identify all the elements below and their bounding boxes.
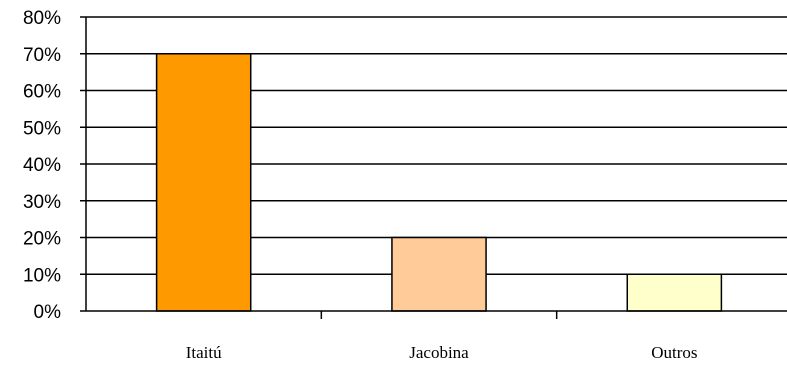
x-tick-label: Jacobina bbox=[409, 343, 469, 362]
bar-outros bbox=[626, 273, 723, 312]
bar-jacobina bbox=[391, 236, 487, 312]
axes bbox=[80, 16, 787, 319]
x-tick-label: Itaitú bbox=[186, 343, 222, 362]
y-tick-label: 0% bbox=[34, 302, 62, 323]
y-tick-label: 60% bbox=[23, 82, 61, 103]
y-tick-label: 70% bbox=[23, 45, 61, 66]
bar-itaitu bbox=[155, 53, 252, 312]
bars bbox=[155, 53, 723, 312]
y-tick-label: 80% bbox=[23, 8, 61, 29]
x-tick-label: Outros bbox=[651, 343, 697, 362]
y-tick-label: 50% bbox=[23, 118, 61, 139]
y-tick-label: 20% bbox=[23, 229, 61, 250]
y-tick-label: 40% bbox=[23, 155, 61, 176]
y-tick-label: 10% bbox=[23, 265, 61, 286]
y-axis-tick-labels: 0% 10% 20% 30% 40% 50% 60% 70% 80% bbox=[23, 8, 61, 323]
x-axis-tick-labels: Itaitú Jacobina Outros bbox=[186, 343, 698, 362]
y-tick-label: 30% bbox=[23, 192, 61, 213]
